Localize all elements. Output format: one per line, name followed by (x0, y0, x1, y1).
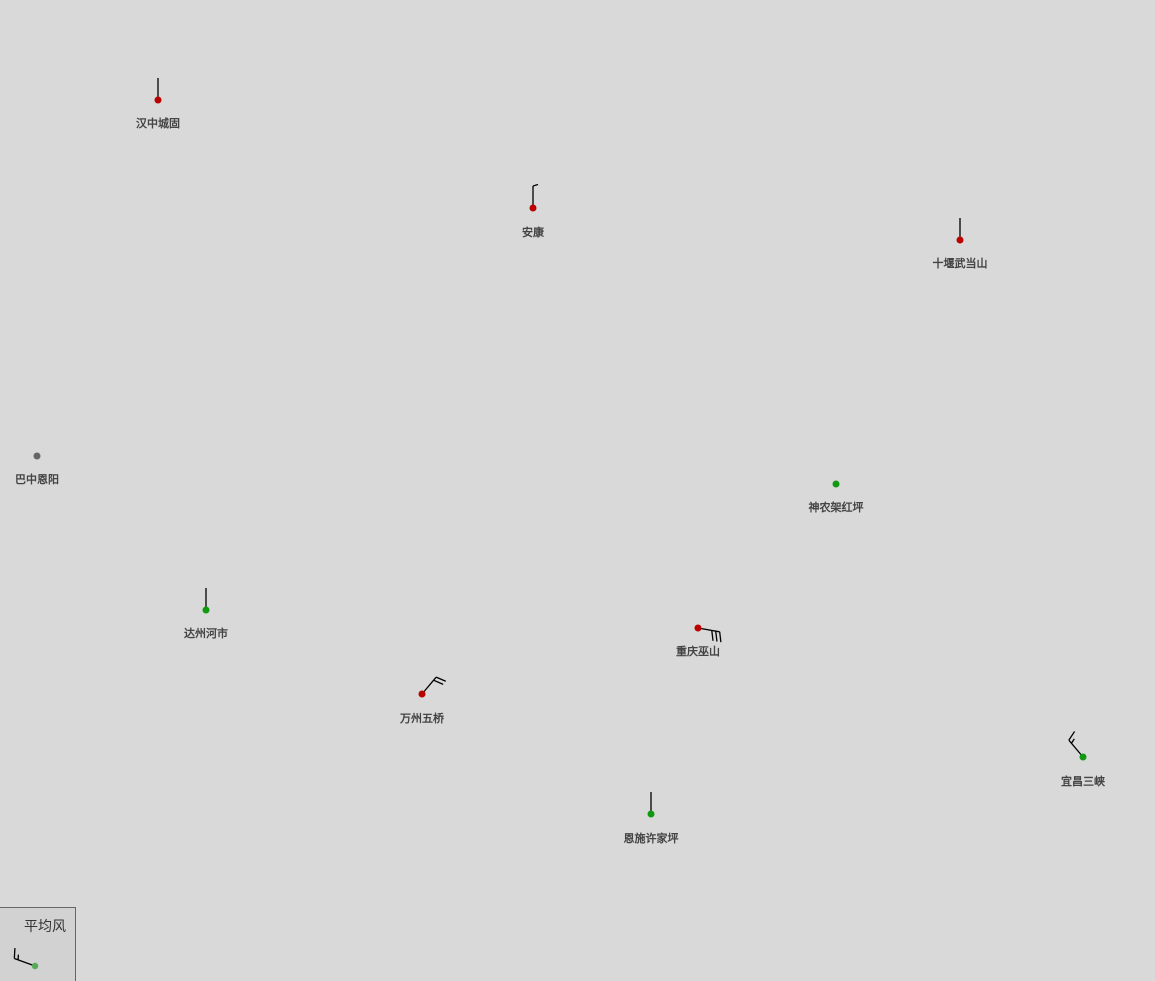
wind-barb-wanzhou-barb-full-0 (435, 676, 446, 682)
station-label-shennongjia[interactable]: 神农架红坪 (808, 501, 864, 514)
station-label-yichang[interactable]: 宜昌三峡 (1061, 775, 1105, 788)
wind-barb-yichang-barb-full-0 (1068, 731, 1076, 741)
wind-barb-wushan-barb-full-0 (719, 631, 722, 643)
station-marker-dazhou[interactable] (202, 606, 210, 614)
wind-barb-wushan-barb-full-2 (711, 630, 714, 641)
wind-barb-yichang-barb-half-0 (1070, 738, 1075, 744)
station-label-wanzhou[interactable]: 万州五桥 (400, 712, 444, 725)
station-label-shiyan[interactable]: 十堰武当山 (932, 257, 988, 270)
legend-barb-full-0 (13, 948, 16, 959)
station-label-enshi[interactable]: 恩施许家坪 (623, 832, 679, 845)
wind-barb-ankang-barb-half-0 (532, 183, 539, 187)
station-marker-shiyan[interactable] (956, 236, 964, 244)
station-label-ankang[interactable]: 安康 (522, 226, 544, 239)
legend-wind-barb-icon (13, 948, 39, 970)
legend-barb-shaft (14, 957, 36, 967)
station-marker-ankang[interactable] (529, 204, 537, 212)
station-marker-wushan[interactable] (694, 624, 702, 632)
station-marker-wanzhou[interactable] (418, 690, 426, 698)
station-marker-enshi[interactable] (647, 810, 655, 818)
legend-title: 平均风 (24, 919, 66, 935)
wind-barb-wanzhou-barb-full-1 (433, 679, 444, 685)
station-marker-yichang[interactable] (1079, 753, 1087, 761)
station-marker-bazhong[interactable] (33, 452, 41, 460)
legend-box: 平均风 (0, 907, 76, 981)
station-label-dazhou[interactable]: 达州河市 (184, 627, 228, 640)
station-label-hanzhong[interactable]: 汉中城固 (136, 117, 180, 130)
station-label-wushan[interactable]: 重庆巫山 (676, 645, 720, 658)
wind-barb-wushan-barb-full-1 (715, 631, 718, 642)
station-marker-shennongjia[interactable] (832, 480, 840, 488)
station-label-bazhong[interactable]: 巴中恩阳 (15, 473, 59, 486)
station-marker-hanzhong[interactable] (154, 96, 162, 104)
legend-marker (31, 962, 39, 970)
